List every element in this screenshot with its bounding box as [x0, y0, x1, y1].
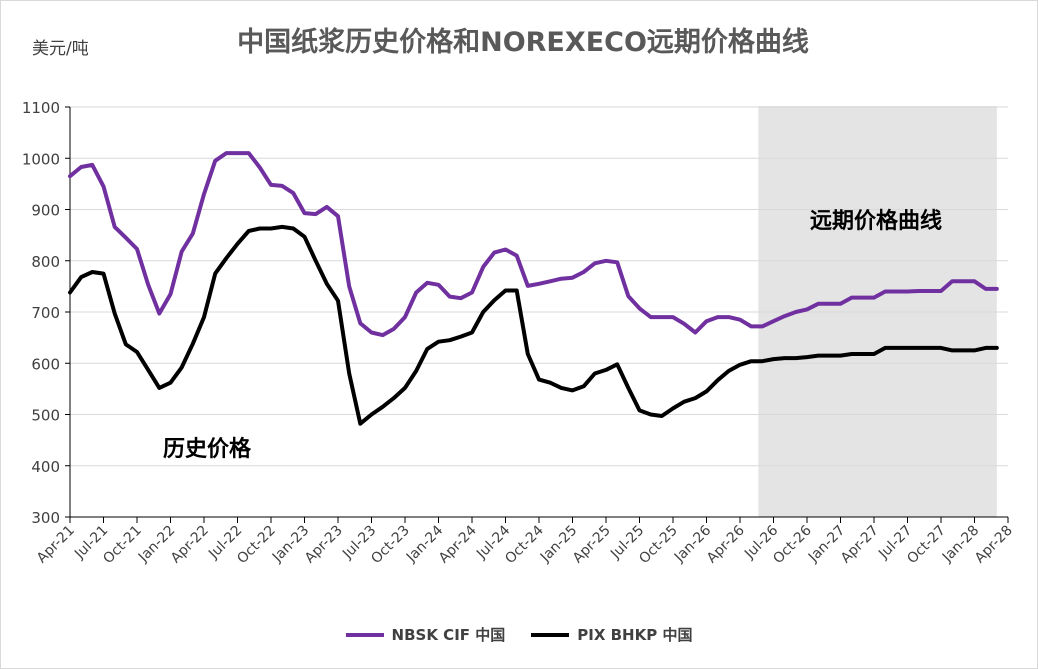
x-tick-label: Oct-27: [904, 523, 949, 568]
legend-swatch-nbsk: [345, 632, 384, 637]
y-tick-label: 700: [31, 304, 60, 322]
x-tick-label: Oct-21: [100, 523, 145, 568]
x-tick-label: Oct-24: [502, 522, 547, 567]
legend-item-nbsk: NBSK CIF 中国: [345, 624, 506, 645]
x-tick-label: Oct-22: [234, 523, 279, 568]
y-tick-label: 300: [31, 509, 60, 527]
series-line-nbsk: [68, 151, 999, 338]
legend-label-nbsk: NBSK CIF 中国: [391, 626, 506, 644]
y-unit-label: 美元/吨: [32, 39, 89, 59]
annotation-history: 历史价格: [163, 436, 252, 462]
chart-legend: NBSK CIF 中国 PIX BHKP 中国: [0, 624, 1038, 645]
legend-item-pix: PIX BHKP 中国: [531, 624, 692, 645]
x-tick-label: Apr-25: [570, 523, 614, 567]
legend-label-pix: PIX BHKP 中国: [577, 626, 693, 644]
x-tick-label: Oct-23: [368, 523, 413, 568]
legend-swatch-pix: [531, 632, 570, 637]
x-tick-label: Oct-25: [636, 523, 681, 568]
y-tick-label: 800: [31, 253, 60, 271]
y-tick-label: 1100: [22, 99, 60, 117]
series-line-pix: [68, 224, 999, 426]
y-tick-label: 1000: [22, 150, 60, 168]
chart-title: 中国纸浆历史价格和NOREXECO远期价格曲线: [237, 27, 809, 58]
x-tick-label: Apr-24: [436, 522, 480, 566]
x-tick-label: Apr-21: [34, 523, 78, 567]
x-tick-label: Apr-28: [972, 523, 1016, 567]
y-tick-label: 500: [31, 407, 60, 425]
y-tick-label: 900: [31, 202, 60, 220]
x-tick-label: Oct-26: [770, 522, 815, 567]
y-tick-label: 400: [31, 458, 60, 476]
x-tick-label: Apr-26: [704, 522, 748, 566]
x-tick-label: Apr-27: [838, 523, 882, 567]
x-tick-label: Apr-23: [302, 523, 346, 567]
x-tick-label: Apr-22: [168, 523, 212, 567]
y-tick-label: 600: [31, 355, 60, 373]
annotation-forward: 远期价格曲线: [810, 208, 942, 234]
